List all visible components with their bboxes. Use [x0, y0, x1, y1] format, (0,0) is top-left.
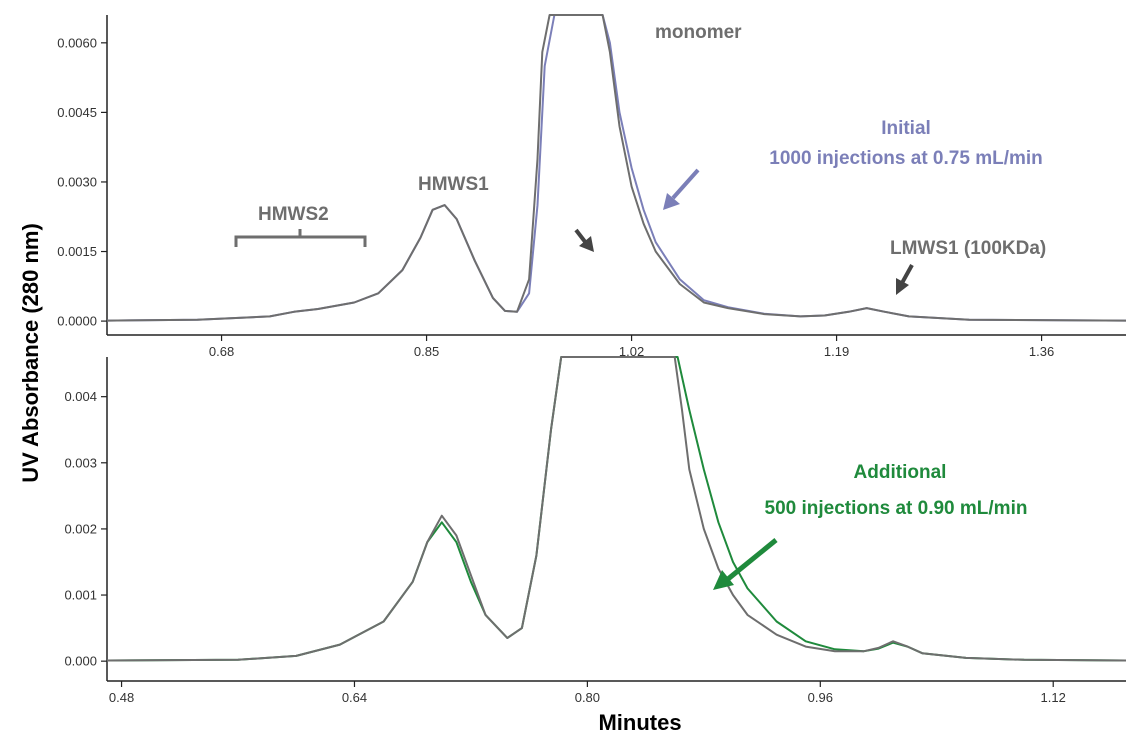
top-x-ticks: 0.68 0.85 1.02 1.19 1.36 [209, 335, 1054, 359]
bot-series-line-1 [106, 356, 1126, 662]
bot-y-tick-label: 0.003 [64, 455, 97, 470]
top-y-ticks: 0.0000 0.0015 0.0030 0.0045 0.0060 [57, 35, 107, 329]
lmws1-label: LMWS1 (100KDa) [890, 238, 1046, 259]
additional-detail: 500 injections at 0.90 mL/min [765, 498, 1028, 519]
top-y-tick-label: 0.0060 [57, 35, 97, 50]
bot-y-tick-label: 0.004 [64, 389, 97, 404]
top-x-tick-label: 0.68 [209, 344, 234, 359]
top-series-line-1 [106, 14, 1126, 322]
bot-x-tick-label: 1.12 [1041, 690, 1066, 705]
hmws2-label: HMWS2 [258, 204, 329, 225]
top-y-tick-label: 0.0030 [57, 174, 97, 189]
bot-y-tick-label: 0.002 [64, 521, 97, 536]
y-axis-label: UV Absorbance (280 nm) [18, 223, 43, 483]
initial-arrow [663, 168, 700, 210]
bot-y-tick-label: 0.001 [64, 588, 97, 603]
top-series-lines [106, 14, 1126, 322]
x-axis-label: Minutes [598, 710, 681, 735]
additional-title: Additional [854, 462, 947, 483]
top-x-tick-label: 1.02 [619, 344, 644, 359]
bottom-y-ticks: 0.000 0.001 0.002 0.003 0.004 [64, 389, 107, 669]
bot-x-tick-label: 0.64 [342, 690, 367, 705]
monomer-label: monomer [655, 22, 742, 43]
top-x-tick-label: 1.19 [824, 344, 849, 359]
top-panel: 0.0000 0.0015 0.0030 0.0045 0.0060 0.68 0.85 1… [57, 14, 1126, 359]
bot-x-tick-label: 0.96 [808, 690, 833, 705]
center-arrow [574, 228, 594, 252]
bot-y-tick-label: 0.000 [64, 654, 97, 669]
bottom-x-ticks: 0.48 0.64 0.80 0.96 1.12 [109, 681, 1066, 705]
top-x-tick-label: 1.36 [1029, 344, 1054, 359]
bot-x-tick-label: 0.48 [109, 690, 134, 705]
top-y-tick-label: 0.0045 [57, 105, 97, 120]
top-y-tick-label: 0.0015 [57, 244, 97, 259]
top-x-tick-label: 0.85 [414, 344, 439, 359]
initial-detail: 1000 injections at 0.75 mL/min [769, 148, 1043, 169]
hmws1-label: HMWS1 [418, 174, 489, 195]
top-y-tick-label: 0.0000 [57, 314, 97, 329]
initial-title: Initial [881, 118, 931, 139]
lmws1-arrow [896, 264, 914, 295]
hmws2-bracket [234, 229, 367, 247]
bot-x-tick-label: 0.80 [575, 690, 600, 705]
bottom-series-lines [106, 356, 1126, 662]
additional-arrow [713, 538, 778, 590]
